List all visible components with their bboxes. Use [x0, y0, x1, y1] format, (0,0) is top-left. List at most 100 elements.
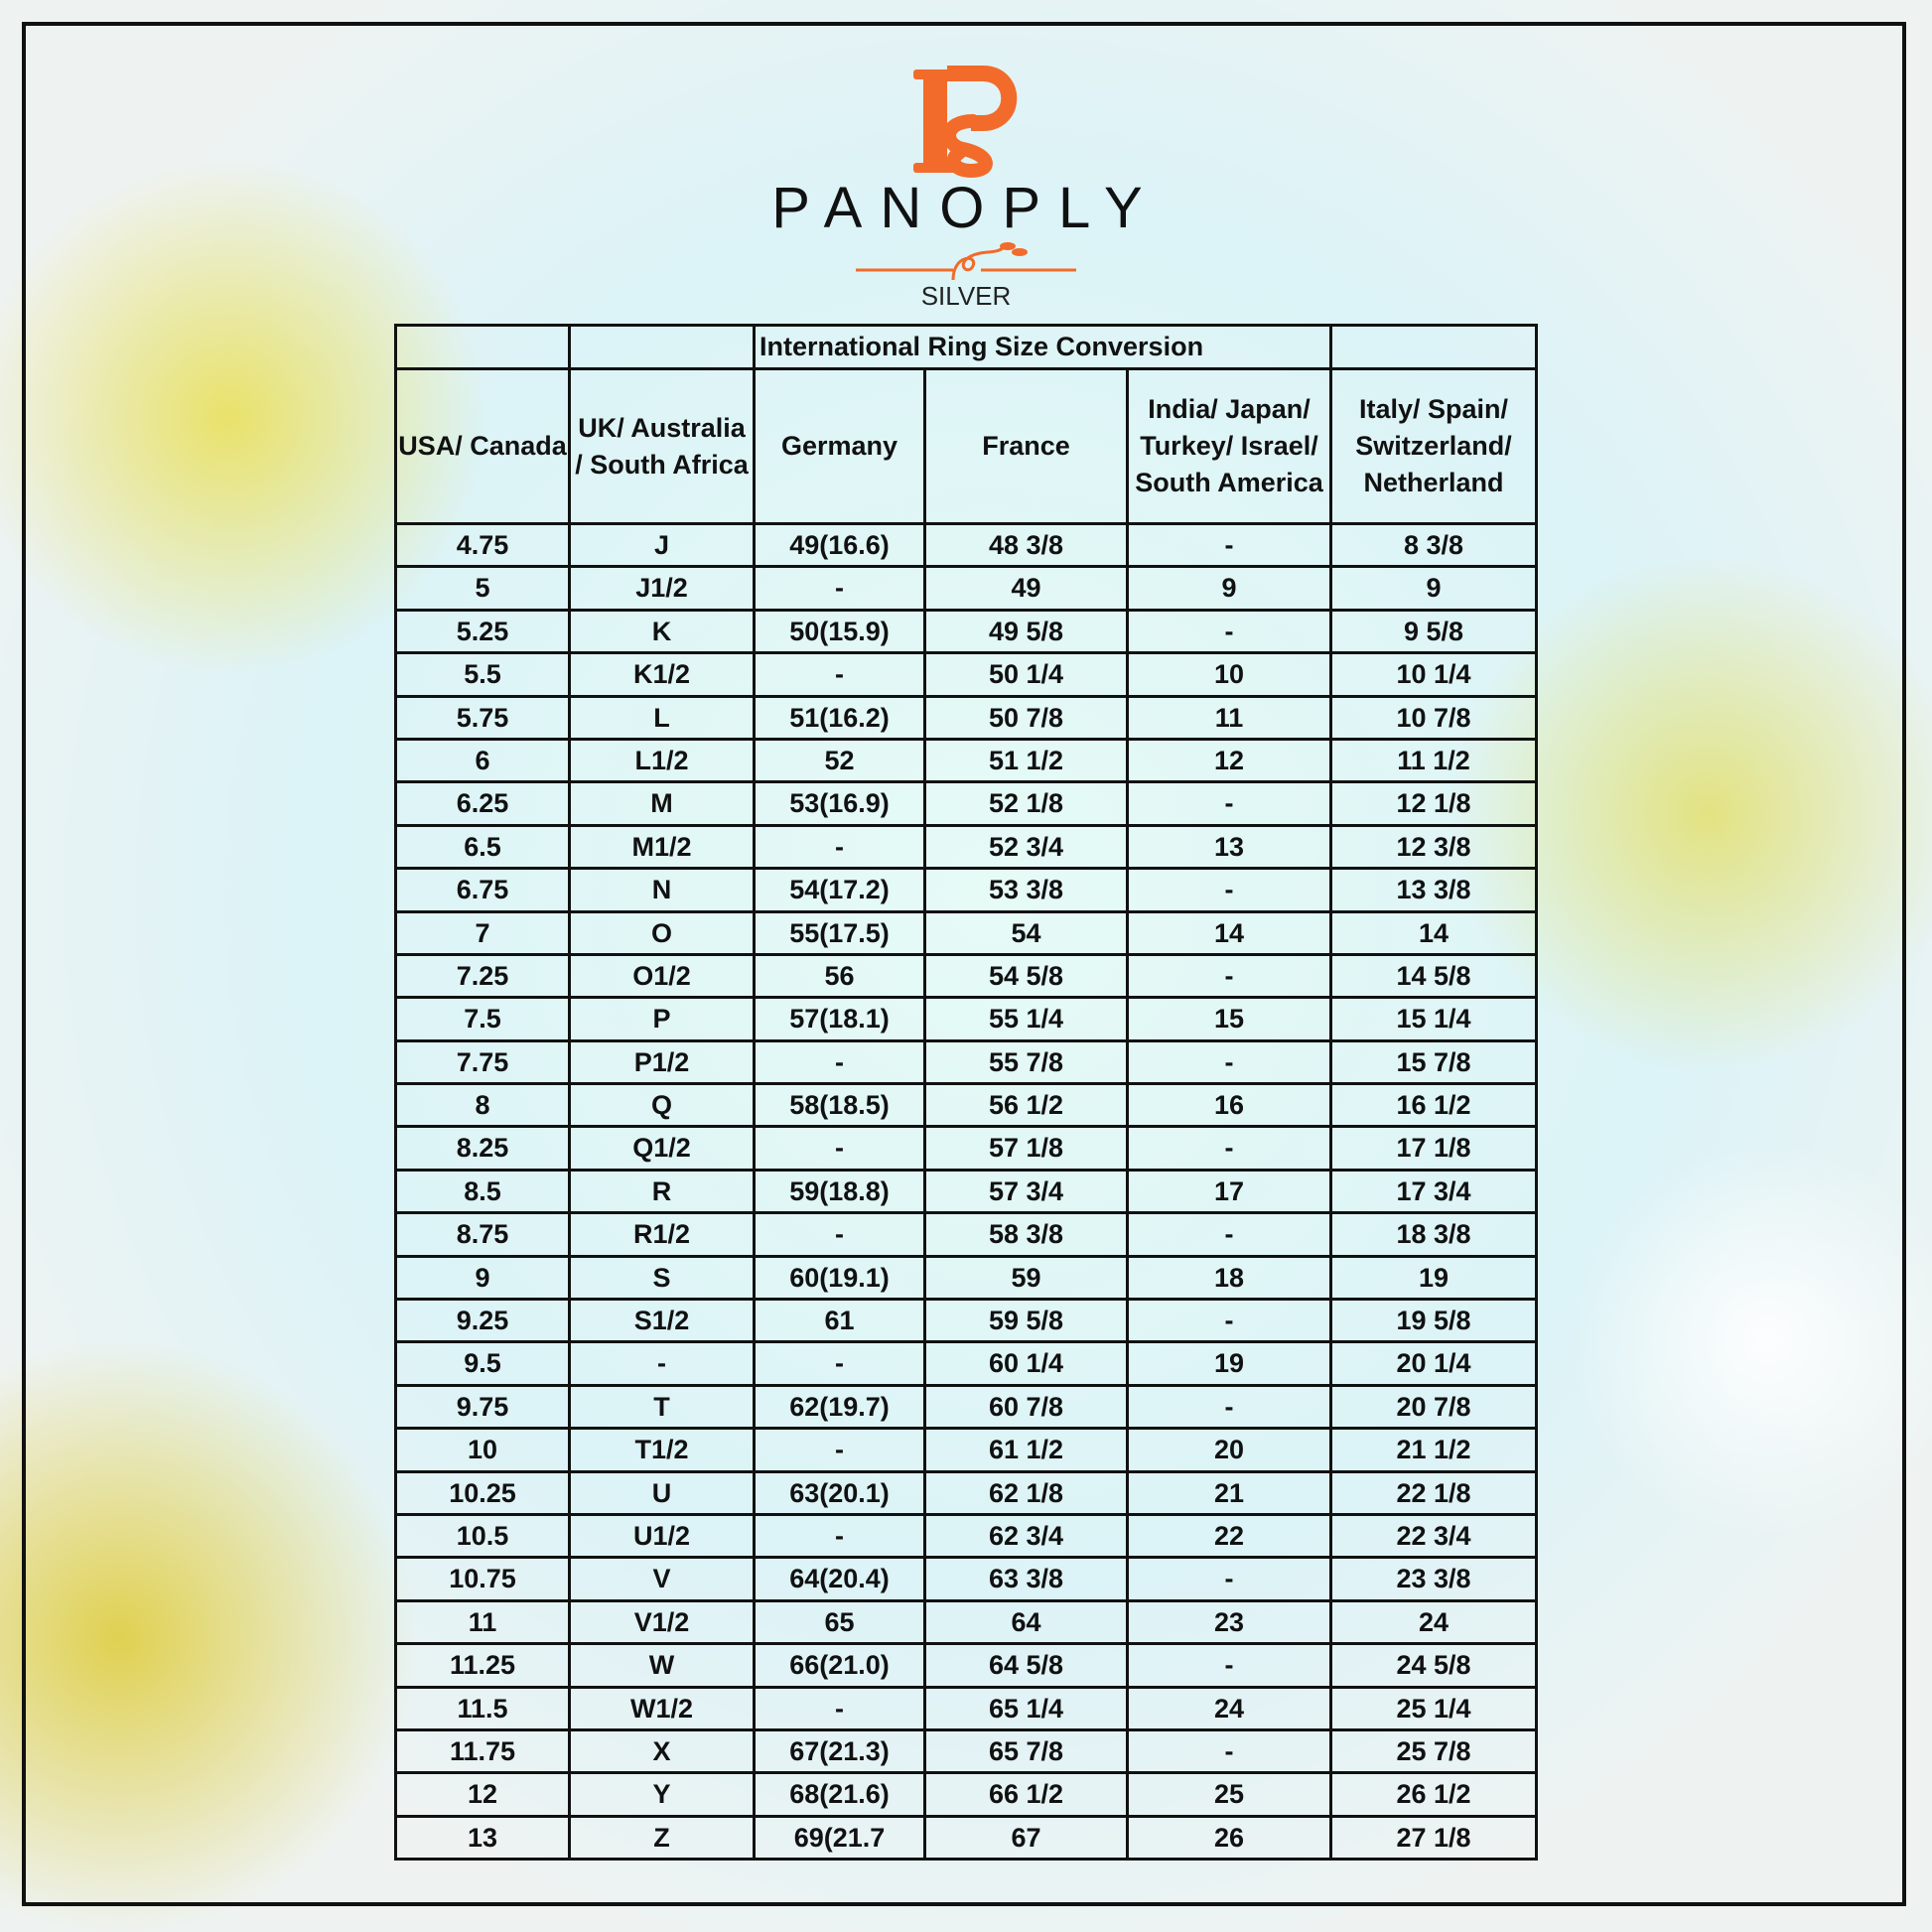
table-cell: 63 3/8 — [923, 1556, 1129, 1602]
table-cell: - — [1125, 1298, 1333, 1344]
table-cell: 17 — [1125, 1168, 1333, 1215]
table-cell: 12 — [1125, 737, 1333, 784]
table-cell: 14 — [1329, 909, 1539, 956]
table-cell: 19 5/8 — [1329, 1298, 1539, 1344]
table-cell: 66 1/2 — [923, 1771, 1129, 1818]
table-cell: 20 — [1125, 1427, 1333, 1473]
table-cell: J — [568, 521, 756, 569]
table-cell: 61 — [753, 1298, 926, 1344]
table-cell: 15 — [1125, 996, 1333, 1042]
ring-size-table: International Ring Size Conversion USA/ … — [394, 324, 1539, 1862]
table-cell: - — [753, 1211, 926, 1258]
table-cell: 11.75 — [394, 1727, 571, 1775]
table-cell: 20 1/4 — [1329, 1340, 1539, 1387]
table-cell: 50(15.9) — [753, 608, 926, 655]
table-cell: 60 1/4 — [923, 1340, 1129, 1387]
table-cell: 19 — [1125, 1340, 1333, 1387]
table-cell: 13 — [394, 1814, 571, 1862]
table-cell: R — [568, 1168, 756, 1215]
table-cell: 52 — [753, 737, 926, 784]
table-cell: 57 3/4 — [923, 1168, 1129, 1215]
table-cell: 57 1/8 — [923, 1125, 1129, 1172]
table-cell: - — [753, 1685, 926, 1731]
column-header: France — [923, 367, 1129, 525]
table-cell: 64(20.4) — [753, 1556, 926, 1602]
table-cell: 6 — [394, 737, 571, 784]
table-cell: Y — [568, 1771, 756, 1818]
table-cell: S1/2 — [568, 1298, 756, 1344]
table-cell: - — [1125, 1642, 1333, 1689]
table-cell: 49(16.6) — [753, 521, 926, 569]
table-cell: 17 1/8 — [1329, 1125, 1539, 1172]
table-cell: 16 1/2 — [1329, 1082, 1539, 1129]
table-cell: 27 1/8 — [1329, 1814, 1539, 1862]
table-cell: 25 — [1125, 1771, 1333, 1818]
table-row: 8.5 R 59(18.8) 57 3/4 17 17 3/4 — [394, 1168, 1539, 1215]
blank-header-cell — [394, 324, 571, 370]
table-cell: Q — [568, 1082, 756, 1129]
table-cell: 56 — [753, 952, 926, 1000]
table-cell: 55 1/4 — [923, 996, 1129, 1042]
table-cell: - — [1125, 1556, 1333, 1602]
table-row: 9.5- -60 1/4 19 20 1/4 — [394, 1340, 1539, 1387]
table-cell: 62(19.7) — [753, 1383, 926, 1431]
table-cell: 65 7/8 — [923, 1727, 1129, 1775]
table-cell: 57(18.1) — [753, 996, 926, 1042]
table-row: 7.5 P 57(18.1) 55 1/4 15 15 1/4 — [394, 996, 1539, 1042]
table-cell: 18 3/8 — [1329, 1211, 1539, 1258]
table-cell: - — [753, 1125, 926, 1172]
table-cell: 8.75 — [394, 1211, 571, 1258]
table-cell: - — [1125, 1727, 1333, 1775]
table-cell: 11 — [394, 1598, 571, 1646]
column-header: USA/ Canada — [394, 367, 571, 525]
table-cell: 23 — [1125, 1598, 1333, 1646]
table-cell: 13 3/8 — [1329, 867, 1539, 913]
table-cell: 24 5/8 — [1329, 1642, 1539, 1689]
table-cell: 60(19.1) — [753, 1254, 926, 1302]
table-cell: 18 — [1125, 1254, 1333, 1302]
table-cell: L — [568, 694, 756, 741]
table-cell: 10.75 — [394, 1556, 571, 1602]
table-cell: 5 — [394, 565, 571, 612]
table-cell: 62 1/8 — [923, 1469, 1129, 1516]
table-row: 6.5 M1/2-52 3/4 13 12 3/8 — [394, 823, 1539, 871]
table-cell: T — [568, 1383, 756, 1431]
table-cell: 14 5/8 — [1329, 952, 1539, 1000]
table-cell: 52 1/8 — [923, 780, 1129, 827]
table-row: 8.25 Q1/2-57 1/8-17 1/8 — [394, 1125, 1539, 1172]
table-cell: 25 7/8 — [1329, 1727, 1539, 1775]
table-cell: - — [1125, 521, 1333, 569]
table-row: 5.75 L 51(16.2) 50 7/8 11 10 7/8 — [394, 694, 1539, 741]
table-cell: - — [1125, 1211, 1333, 1258]
table-cell: 55(17.5) — [753, 909, 926, 956]
table-cell: S — [568, 1254, 756, 1302]
table-cell: K1/2 — [568, 651, 756, 698]
table-cell: - — [1125, 780, 1333, 827]
table-cell: M — [568, 780, 756, 827]
table-cell: 16 — [1125, 1082, 1333, 1129]
table-cell: 17 3/4 — [1329, 1168, 1539, 1215]
table-cell: 6.75 — [394, 867, 571, 913]
table-cell: 19 — [1329, 1254, 1539, 1302]
table-row: 9.25 S1/2 61 59 5/8-19 5/8 — [394, 1298, 1539, 1344]
table-cell: 12 — [394, 1771, 571, 1818]
page-frame — [22, 22, 1906, 1906]
ps-monogram-logo — [856, 66, 1076, 281]
table-cell: 68(21.6) — [753, 1771, 926, 1818]
table-cell: 26 1/2 — [1329, 1771, 1539, 1818]
table-cell: 9.25 — [394, 1298, 571, 1344]
table-cell: R1/2 — [568, 1211, 756, 1258]
table-cell: W — [568, 1642, 756, 1689]
table-row: 11.75 X 67(21.3) 65 7/8-25 7/8 — [394, 1727, 1539, 1775]
table-cell: 4.75 — [394, 521, 571, 569]
table-cell: 65 — [753, 1598, 926, 1646]
table-row: 7 O 55(17.5) 54 14 14 — [394, 909, 1539, 956]
table-cell: 50 1/4 — [923, 651, 1129, 698]
brand-name: PANOPLY — [771, 176, 1161, 240]
table-cell: 59(18.8) — [753, 1168, 926, 1215]
table-row: 11.5 W1/2-65 1/4 24 25 1/4 — [394, 1685, 1539, 1731]
table-cell: 7.75 — [394, 1038, 571, 1086]
table-cell: - — [753, 823, 926, 871]
table-cell: 11 — [1125, 694, 1333, 741]
table-cell: 22 3/4 — [1329, 1512, 1539, 1560]
